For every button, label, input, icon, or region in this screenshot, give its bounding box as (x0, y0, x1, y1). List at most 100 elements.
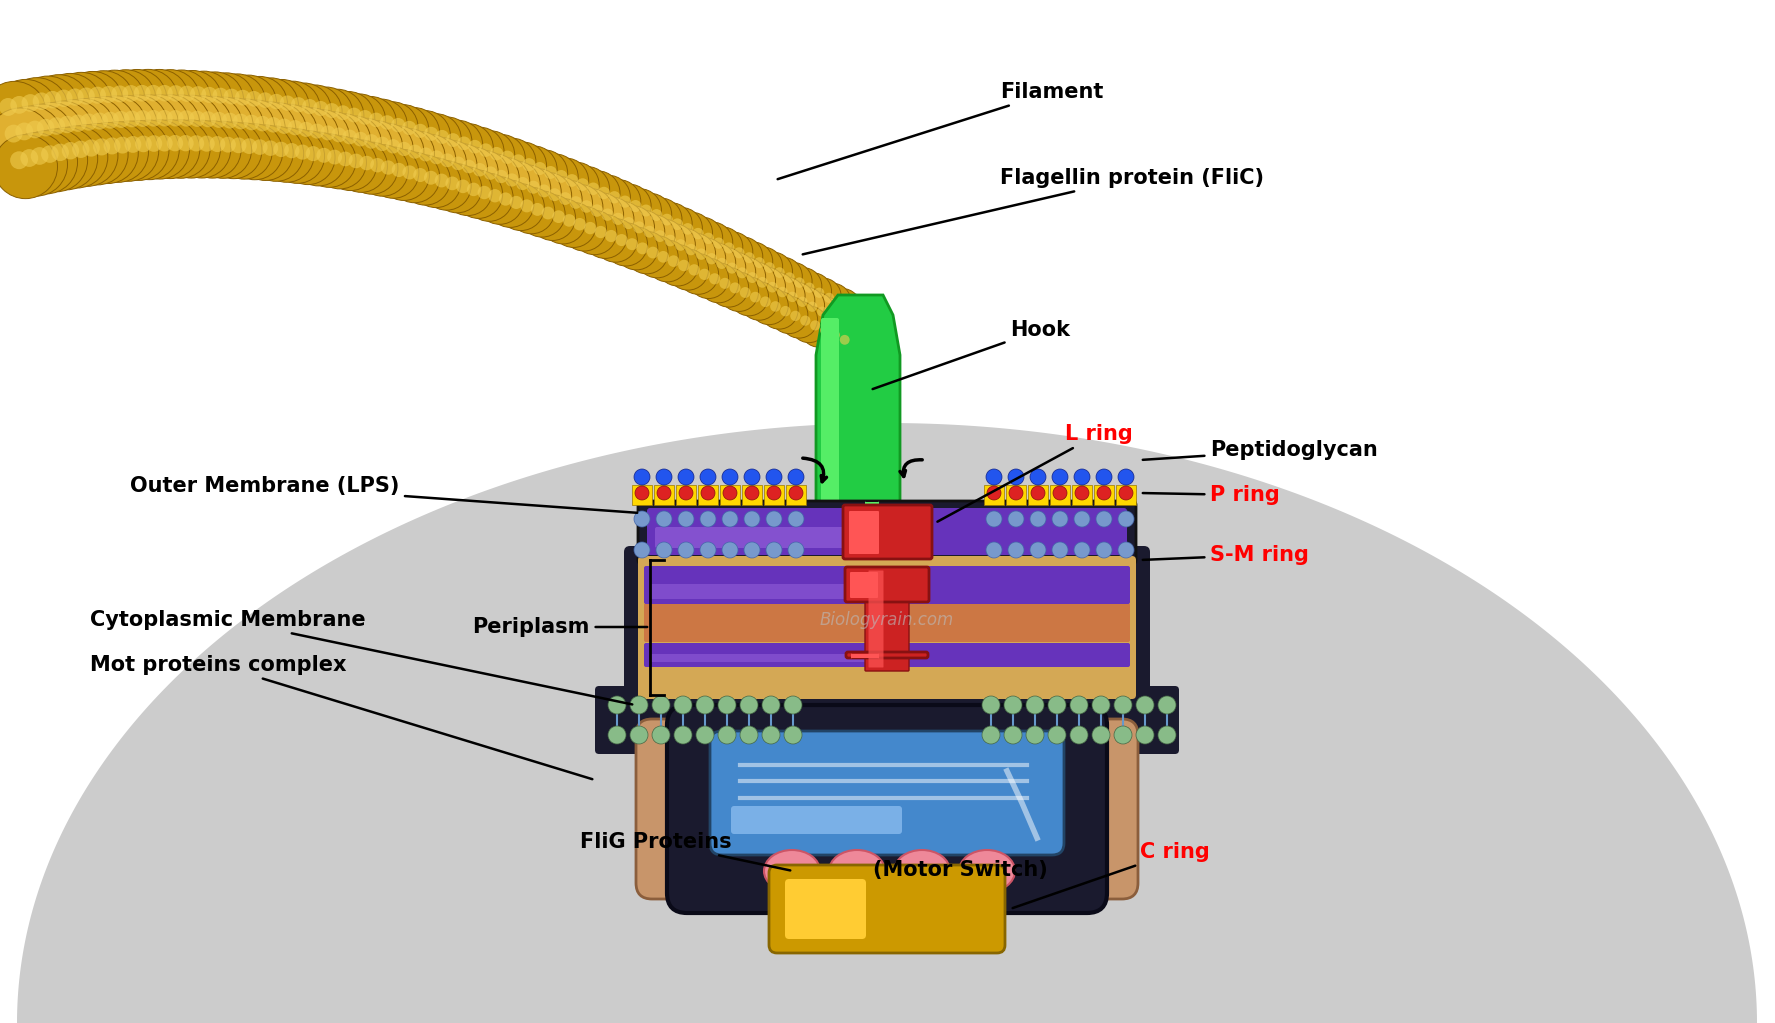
Circle shape (124, 110, 140, 127)
Circle shape (112, 86, 128, 102)
FancyBboxPatch shape (651, 654, 888, 662)
Circle shape (222, 113, 238, 129)
Circle shape (664, 234, 676, 247)
Circle shape (57, 125, 117, 186)
Circle shape (499, 142, 547, 189)
Circle shape (1115, 726, 1132, 744)
Circle shape (146, 110, 162, 127)
Circle shape (328, 116, 382, 169)
Circle shape (28, 75, 91, 137)
Circle shape (740, 281, 779, 320)
Circle shape (89, 87, 106, 103)
Circle shape (433, 164, 481, 213)
Bar (653, 485, 675, 505)
Circle shape (62, 72, 122, 133)
Circle shape (1053, 469, 1069, 485)
Circle shape (630, 201, 641, 212)
Circle shape (744, 512, 760, 527)
FancyBboxPatch shape (644, 603, 1131, 642)
Circle shape (760, 292, 799, 329)
Circle shape (241, 138, 257, 154)
Circle shape (83, 71, 146, 131)
Circle shape (541, 207, 554, 219)
Circle shape (692, 228, 703, 239)
Circle shape (0, 106, 62, 170)
Circle shape (430, 150, 444, 165)
Circle shape (808, 302, 818, 312)
Circle shape (417, 137, 467, 187)
Circle shape (1053, 542, 1069, 558)
Circle shape (722, 512, 738, 527)
Circle shape (307, 112, 360, 165)
Circle shape (67, 124, 128, 185)
Circle shape (815, 287, 824, 298)
FancyBboxPatch shape (644, 566, 1131, 604)
Circle shape (273, 106, 328, 161)
Circle shape (600, 202, 644, 244)
Circle shape (774, 263, 813, 300)
Circle shape (367, 147, 419, 198)
Circle shape (726, 263, 737, 273)
Circle shape (517, 177, 529, 190)
Circle shape (635, 486, 650, 500)
Circle shape (197, 73, 254, 130)
Circle shape (643, 219, 685, 261)
Circle shape (737, 262, 776, 301)
Polygon shape (18, 422, 1757, 1023)
FancyBboxPatch shape (868, 571, 884, 667)
Circle shape (383, 129, 435, 179)
Circle shape (744, 248, 783, 286)
Circle shape (456, 127, 504, 176)
Circle shape (604, 223, 648, 266)
Circle shape (777, 282, 815, 319)
Circle shape (146, 135, 162, 151)
Circle shape (722, 242, 735, 254)
Circle shape (73, 140, 89, 158)
Circle shape (280, 95, 295, 110)
Circle shape (634, 512, 650, 527)
Circle shape (252, 139, 268, 154)
Circle shape (419, 147, 433, 162)
Circle shape (75, 96, 137, 158)
Text: FliG Proteins: FliG Proteins (580, 832, 790, 871)
Bar (983, 485, 1005, 505)
Circle shape (412, 158, 462, 208)
Circle shape (469, 140, 481, 153)
Circle shape (790, 311, 801, 321)
Circle shape (834, 298, 843, 308)
Circle shape (518, 191, 564, 237)
FancyBboxPatch shape (648, 508, 1127, 555)
Circle shape (249, 126, 304, 181)
Circle shape (621, 210, 666, 253)
Circle shape (302, 134, 357, 187)
Circle shape (1118, 512, 1134, 527)
Circle shape (32, 92, 50, 110)
Circle shape (811, 316, 847, 352)
Circle shape (435, 174, 449, 187)
Circle shape (163, 95, 222, 153)
Circle shape (788, 542, 804, 558)
Circle shape (801, 311, 838, 347)
Circle shape (206, 122, 263, 179)
Circle shape (804, 282, 815, 293)
Circle shape (715, 253, 756, 292)
Circle shape (573, 218, 586, 230)
Circle shape (66, 88, 83, 105)
Circle shape (682, 217, 722, 258)
Circle shape (300, 87, 353, 141)
FancyBboxPatch shape (850, 653, 879, 659)
Circle shape (9, 104, 73, 168)
Circle shape (476, 177, 524, 224)
Circle shape (41, 145, 59, 163)
Circle shape (554, 163, 600, 208)
Circle shape (708, 268, 749, 307)
Circle shape (218, 99, 275, 155)
Circle shape (87, 122, 149, 182)
Circle shape (231, 77, 288, 132)
Circle shape (566, 174, 579, 187)
Circle shape (460, 150, 509, 198)
Circle shape (760, 297, 770, 307)
Circle shape (334, 94, 385, 146)
Circle shape (744, 469, 760, 485)
Circle shape (614, 227, 659, 270)
